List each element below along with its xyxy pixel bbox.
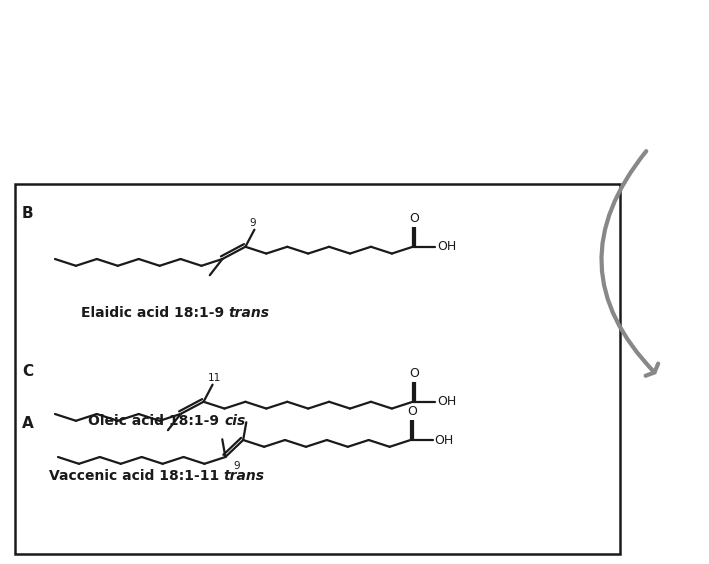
Text: A: A xyxy=(22,416,34,431)
Text: O: O xyxy=(407,405,417,418)
Text: B: B xyxy=(22,206,33,221)
Text: trans: trans xyxy=(224,469,265,483)
Text: Oleic acid 18:1-9: Oleic acid 18:1-9 xyxy=(89,414,224,428)
Text: O: O xyxy=(409,212,419,225)
Text: OH: OH xyxy=(435,434,454,447)
Bar xyxy=(15,184,620,554)
Text: C: C xyxy=(22,364,33,379)
Text: OH: OH xyxy=(437,395,456,408)
Text: OH: OH xyxy=(437,240,456,253)
Text: O: O xyxy=(409,367,419,380)
Text: cis: cis xyxy=(224,414,245,428)
Text: 11: 11 xyxy=(208,373,220,382)
Text: trans: trans xyxy=(229,306,270,320)
Text: 9: 9 xyxy=(233,460,240,470)
Text: 9: 9 xyxy=(250,218,256,228)
Text: Vaccenic acid 18:1-11: Vaccenic acid 18:1-11 xyxy=(49,469,224,483)
Text: Elaidic acid 18:1-9: Elaidic acid 18:1-9 xyxy=(81,306,229,320)
